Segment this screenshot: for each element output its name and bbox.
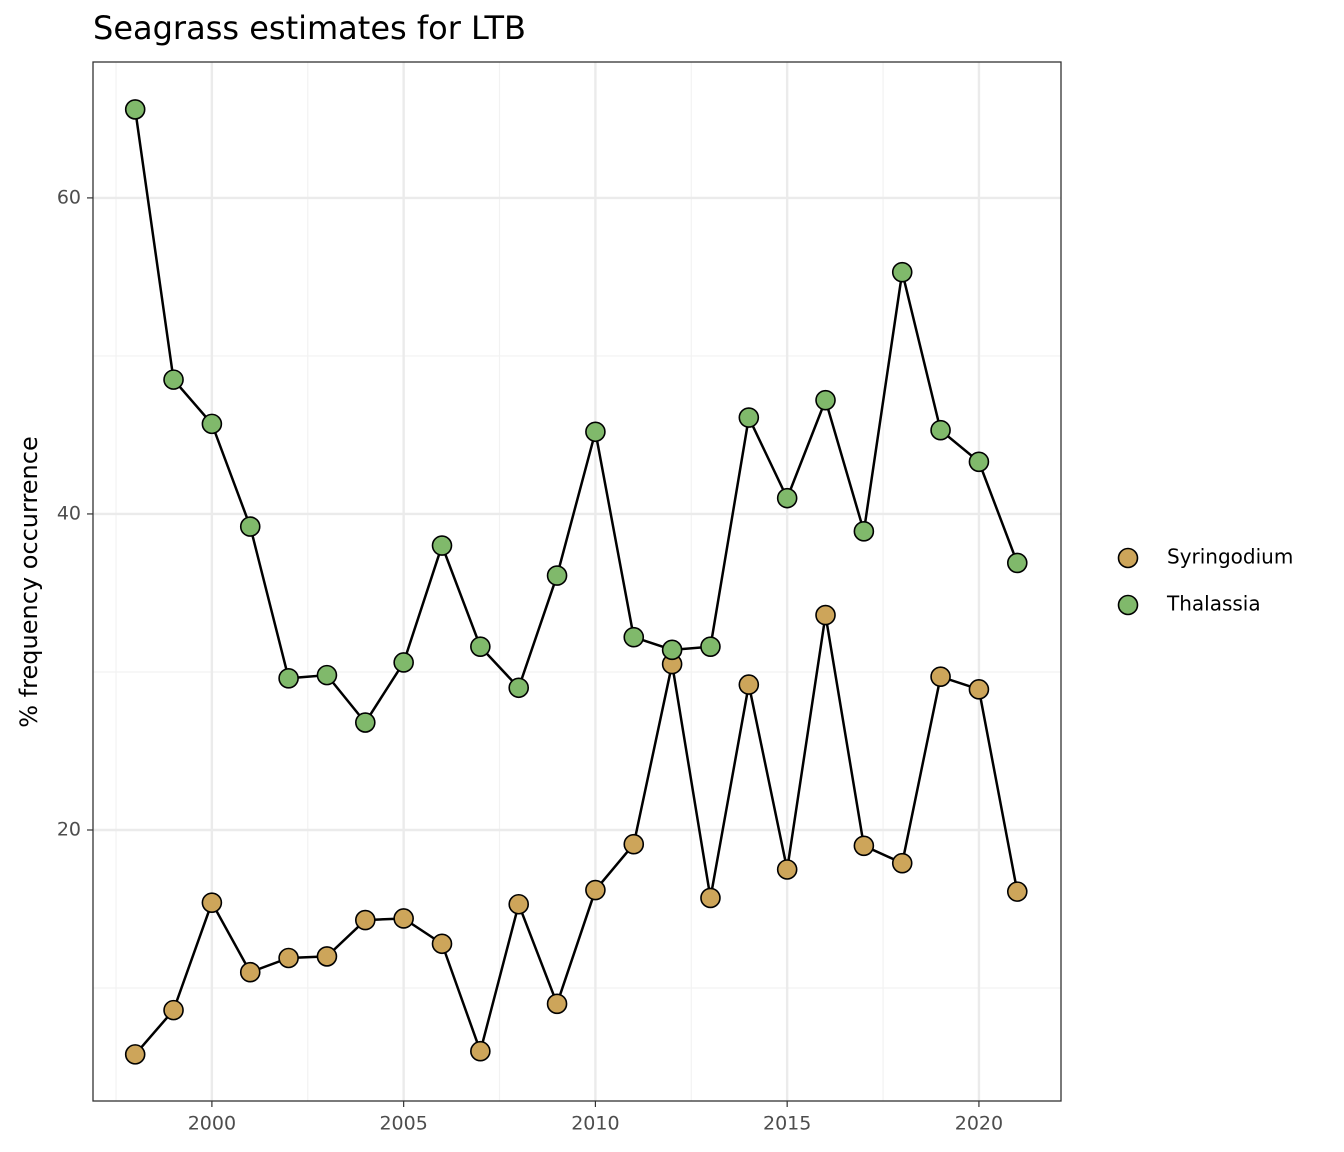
series-line (133, 109, 1019, 725)
data-point (930, 419, 951, 441)
data-point (201, 413, 223, 435)
data-point (546, 565, 568, 586)
data-point (278, 667, 299, 689)
data-point (700, 636, 721, 657)
legend-label: Syringodium (1167, 545, 1293, 569)
data-point (393, 652, 414, 673)
data-point (776, 859, 798, 880)
y-axis-label: % frequency occurrence (15, 436, 43, 727)
data-point (815, 389, 836, 411)
chart-title: Seagrass estimates for LTB (93, 9, 526, 47)
data-point (968, 679, 990, 700)
x-tick-label: 2005 (379, 1113, 427, 1135)
x-tick-label: 2000 (188, 1113, 236, 1135)
data-point (470, 636, 491, 657)
data-point (968, 451, 990, 473)
y-tick-label: 60 (57, 186, 81, 208)
data-point (585, 421, 606, 443)
data-point (1006, 552, 1028, 574)
data-point (853, 521, 875, 542)
legend-label: Thalassia (1166, 592, 1261, 616)
data-point (470, 1040, 491, 1062)
plot-panel (93, 62, 1061, 1101)
data-point (239, 516, 261, 537)
data-point (316, 946, 338, 967)
data-point (546, 993, 568, 1015)
data-point (891, 261, 913, 283)
y-tick-label: 20 (57, 818, 81, 840)
data-point (316, 664, 338, 686)
legend-marker (1117, 547, 1139, 569)
data-point (815, 604, 836, 626)
data-point (124, 99, 146, 120)
data-point (393, 908, 414, 929)
x-tick-label: 2020 (955, 1113, 1003, 1135)
data-point (585, 879, 606, 901)
data-point (163, 999, 184, 1021)
data-point (431, 535, 453, 556)
x-tick-label: 2010 (571, 1113, 619, 1135)
data-point (278, 947, 299, 969)
data-point (124, 1044, 146, 1065)
data-point (354, 712, 376, 733)
data-point (891, 852, 913, 874)
data-point (354, 909, 376, 931)
data-point (508, 893, 530, 915)
data-point (201, 892, 223, 913)
data-point (623, 626, 645, 648)
data-point (623, 833, 645, 855)
legend-marker (1117, 594, 1139, 616)
y-tick-label: 40 (57, 502, 81, 524)
data-point (163, 369, 184, 390)
data-point (239, 961, 261, 983)
data-point (776, 487, 798, 509)
data-point (661, 639, 683, 661)
data-point (853, 835, 875, 857)
data-point (1006, 881, 1028, 902)
data-point (738, 407, 760, 428)
data-point (930, 666, 951, 688)
data-point (738, 674, 760, 695)
x-tick-label: 2015 (763, 1113, 811, 1135)
data-point (700, 887, 721, 909)
plot-border (92, 61, 1062, 1102)
data-point (508, 677, 530, 699)
data-point (431, 933, 453, 955)
